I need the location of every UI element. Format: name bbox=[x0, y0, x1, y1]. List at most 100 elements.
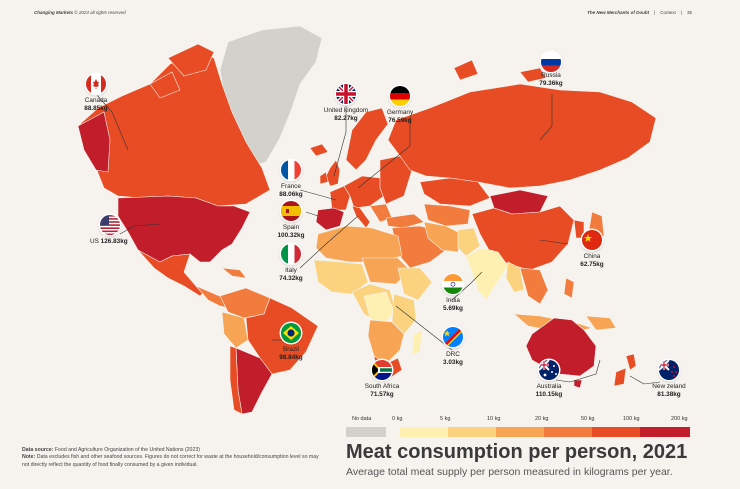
india-label: India 5.69kg bbox=[423, 297, 483, 312]
legend-swatch-5-10 bbox=[448, 427, 496, 437]
russia-leader bbox=[539, 94, 553, 141]
country-name: Canada bbox=[84, 97, 108, 104]
new-zealand-south-island bbox=[613, 367, 627, 387]
country-name: Spain bbox=[282, 224, 300, 231]
brazil-flag-icon bbox=[281, 323, 301, 343]
country-value: 76.59kg bbox=[388, 116, 412, 124]
legend-swatch-20-50 bbox=[544, 427, 592, 437]
brazil-label: Brazil 98.84kg bbox=[261, 346, 321, 361]
country-value: 79.36kg bbox=[539, 79, 563, 87]
country-name: India bbox=[446, 297, 460, 304]
header-divider: | bbox=[654, 10, 656, 15]
world-map bbox=[77, 25, 661, 415]
drc-label: DRC 3.03kg bbox=[423, 351, 483, 366]
chile-region bbox=[229, 345, 243, 415]
data-source-label: Data source: bbox=[22, 447, 54, 453]
legend-tick-label: 50 kg bbox=[581, 416, 595, 422]
country-name: China bbox=[583, 253, 601, 260]
madagascar-region bbox=[411, 329, 423, 355]
uk-label: United kingdom 82.27kg bbox=[316, 107, 376, 122]
country-value: 100.32kg bbox=[277, 231, 305, 239]
canada-label: Canada 88.85kg bbox=[66, 97, 126, 112]
country-name: Italy bbox=[285, 267, 297, 274]
west-africa-region bbox=[313, 259, 369, 295]
legend-swatch-100-200 bbox=[640, 427, 690, 437]
new-zealand-north-island bbox=[625, 353, 637, 371]
legend-tick-label: 0 kg bbox=[392, 416, 403, 422]
us-label: US 126.83kg bbox=[90, 238, 128, 246]
country-value: 98.84kg bbox=[279, 353, 303, 361]
country-name: Germany bbox=[386, 109, 414, 116]
papua-region bbox=[585, 315, 617, 331]
uk-leader bbox=[333, 106, 347, 177]
italy-flag-icon bbox=[281, 244, 301, 264]
header-left: Changing Markets © 2024 all rights reser… bbox=[34, 10, 126, 15]
legend-no-data-label: No data bbox=[352, 416, 372, 422]
southeast-asia-region bbox=[519, 267, 549, 305]
country-name: DRC bbox=[446, 351, 460, 358]
drc-leader bbox=[395, 305, 453, 351]
australia-flag-icon bbox=[539, 360, 559, 380]
data-source-line: Data source: Food and Agriculture Organi… bbox=[22, 447, 322, 454]
russia-region bbox=[387, 83, 657, 189]
iran-region bbox=[423, 221, 463, 253]
country-value: 88.06kg bbox=[279, 190, 303, 198]
country-value: 82.27kg bbox=[334, 114, 358, 122]
country-name: United kingdom bbox=[323, 107, 369, 114]
new-zealand-leader bbox=[629, 375, 661, 385]
spain-leader bbox=[305, 211, 319, 217]
country-name: New zeland bbox=[652, 383, 686, 390]
spain-flag-icon bbox=[281, 201, 301, 221]
header-right: The New Merchants of Doubt | Context | 3… bbox=[587, 10, 692, 15]
country-name: France bbox=[281, 183, 301, 190]
bangladesh-myanmar-region bbox=[505, 261, 525, 293]
italy-label: Italy 74.32kg bbox=[261, 267, 321, 282]
data-source-text: Food and Agriculture Organization of the… bbox=[54, 447, 200, 453]
france-region bbox=[329, 185, 351, 211]
east-africa-region bbox=[391, 293, 417, 335]
country-value: 126.83kg bbox=[100, 238, 128, 245]
new-zealand-label: New zeland 81.38kg bbox=[639, 383, 699, 398]
country-value: 3.03kg bbox=[443, 358, 463, 366]
legend-tick-label: 200 kg bbox=[671, 416, 688, 422]
germany-leader bbox=[357, 116, 411, 189]
country-name: South Africa bbox=[364, 383, 400, 390]
usa-region bbox=[117, 195, 251, 263]
canada-flag-icon bbox=[86, 74, 106, 94]
canadian-arctic-islands bbox=[149, 43, 215, 99]
spain-label: Spain 100.32kg bbox=[261, 224, 321, 239]
canada-leader bbox=[95, 93, 129, 151]
page-number: 35 bbox=[686, 10, 692, 15]
country-value: 81.38kg bbox=[657, 390, 681, 398]
southern-africa-region bbox=[367, 319, 405, 365]
south-africa-flag-icon bbox=[372, 360, 392, 380]
ireland-region bbox=[319, 171, 329, 185]
country-value: 62.75kg bbox=[580, 260, 604, 268]
legend-no-data-swatch bbox=[346, 427, 386, 437]
north-africa-region bbox=[315, 225, 403, 263]
australia-leader bbox=[555, 359, 601, 383]
turkey-region bbox=[385, 213, 425, 229]
russia-flag-icon bbox=[541, 52, 561, 72]
map-subtitle: Average total meat supply per person mea… bbox=[346, 466, 673, 478]
us-flag-icon bbox=[100, 215, 120, 235]
note-line: Note: Data excludes fish and other seafo… bbox=[22, 454, 322, 469]
country-name: US bbox=[90, 238, 99, 245]
country-name: Russia bbox=[541, 72, 561, 79]
footnote: Data source: Food and Agriculture Organi… bbox=[22, 447, 322, 469]
india-region bbox=[465, 247, 509, 301]
country-name: Australia bbox=[536, 383, 562, 390]
germany-label: Germany 76.59kg bbox=[370, 109, 430, 124]
china-label: China 62.75kg bbox=[562, 253, 622, 268]
section-name: Context bbox=[660, 10, 676, 15]
france-flag-icon bbox=[281, 160, 301, 180]
central-europe-region bbox=[343, 175, 385, 209]
australia-label: Australia 110.15kg bbox=[519, 383, 579, 398]
china-flag-icon bbox=[582, 230, 602, 250]
italy-leader bbox=[299, 215, 359, 269]
russia-arctic-islands bbox=[453, 59, 547, 83]
italy-region bbox=[351, 205, 371, 229]
note-text: Data excludes fish and other seafood sou… bbox=[22, 454, 319, 468]
legend-tick-label: 100 kg bbox=[623, 416, 640, 422]
header-divider-2: | bbox=[680, 10, 682, 15]
